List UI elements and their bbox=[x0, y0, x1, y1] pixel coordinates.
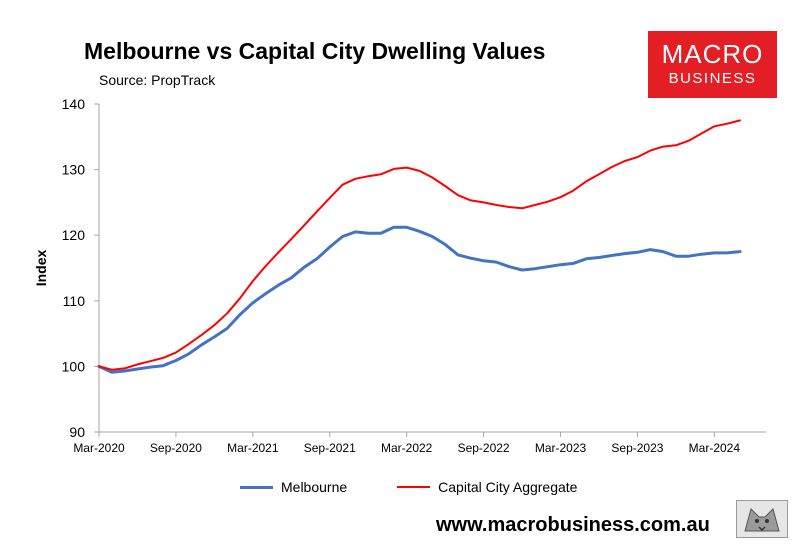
x-tick-label: Mar-2024 bbox=[689, 441, 741, 455]
series-line-melbourne bbox=[97, 225, 742, 374]
y-tick-label: 90 bbox=[69, 424, 85, 440]
x-tick-label: Sep-2023 bbox=[611, 441, 663, 455]
x-tick-label: Mar-2023 bbox=[535, 441, 587, 455]
chart-axes: 90 100 110 120 130 140 Index Mar-2020 Sep-2020 Ma… bbox=[33, 96, 766, 455]
chart-title: Melbourne vs Capital City Dwelling Value… bbox=[84, 38, 546, 64]
y-tick-label: 140 bbox=[62, 96, 86, 112]
x-tick-label: Mar-2022 bbox=[381, 441, 433, 455]
legend-swatch-melbourne bbox=[240, 485, 273, 489]
wolf-mascot-icon bbox=[736, 500, 788, 538]
x-tick-label: Sep-2021 bbox=[304, 441, 356, 455]
legend-item-capital-city: Capital City Aggregate bbox=[397, 479, 577, 495]
website-url: www.macrobusiness.com.au bbox=[436, 514, 710, 536]
y-tick-label: 130 bbox=[62, 162, 86, 178]
logo-line-2: BUSINESS bbox=[668, 70, 757, 87]
x-tick-label: Mar-2021 bbox=[227, 441, 279, 455]
chart-source: Source: PropTrack bbox=[99, 72, 216, 88]
x-tick-label: Sep-2020 bbox=[150, 441, 202, 455]
chart-legend: Melbourne Capital City Aggregate bbox=[240, 479, 627, 495]
legend-swatch-capital-city bbox=[397, 486, 431, 488]
chart-series bbox=[97, 119, 742, 374]
x-tick-label: Sep-2022 bbox=[458, 441, 510, 455]
y-axis-label: Index bbox=[33, 250, 49, 287]
logo-line-1: MACRO bbox=[661, 39, 764, 69]
legend-label-melbourne: Melbourne bbox=[281, 479, 348, 495]
y-tick-label: 110 bbox=[63, 293, 86, 309]
legend-label-capital-city: Capital City Aggregate bbox=[438, 479, 578, 495]
y-tick-label: 100 bbox=[62, 358, 86, 374]
legend-item-melbourne: Melbourne bbox=[240, 479, 347, 495]
macrobusiness-logo: MACRO BUSINESS bbox=[648, 31, 777, 98]
y-tick-label: 120 bbox=[62, 227, 86, 243]
series-line-capital-city bbox=[98, 119, 741, 371]
x-tick-label: Mar-2020 bbox=[73, 441, 125, 455]
